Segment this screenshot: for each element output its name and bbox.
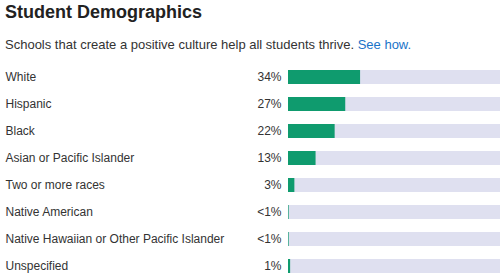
svg-text:Native American: Native American — [6, 205, 93, 219]
svg-text:3%: 3% — [264, 178, 282, 192]
html-text:Student Demographics: Student Demographics — [5, 2, 202, 22]
svg-text:1%: 1% — [264, 259, 282, 273]
svg-text:Hispanic: Hispanic — [6, 97, 52, 111]
html-text:Schools that create a positive: Schools that create a positive culture h… — [5, 37, 412, 52]
svg-text:Asian or Pacific Islander: Asian or Pacific Islander — [6, 151, 135, 165]
svg-text:Unspecified: Unspecified — [6, 259, 69, 273]
svg-text:34%: 34% — [257, 70, 281, 84]
svg-text:22%: 22% — [257, 124, 281, 138]
svg-text:White: White — [6, 70, 37, 84]
svg-text:<1%: <1% — [257, 205, 282, 219]
svg-text:Two or more races: Two or more races — [6, 178, 105, 192]
svg-text:Native Hawaiian or Other Pacif: Native Hawaiian or Other Pacific Islande… — [6, 232, 225, 246]
svg-text:27%: 27% — [257, 97, 281, 111]
svg-text:Black: Black — [6, 124, 36, 138]
svg-text:<1%: <1% — [257, 232, 282, 246]
svg-text:13%: 13% — [257, 151, 281, 165]
